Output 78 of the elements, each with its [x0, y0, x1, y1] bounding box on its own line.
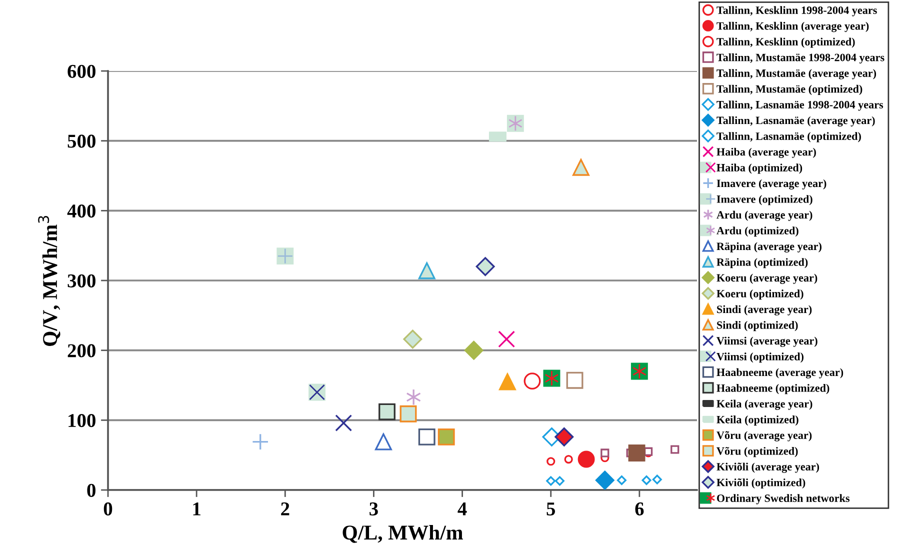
legend-label: Tallinn, Mustamäe (average year) — [716, 69, 876, 80]
legend-label: Imavere (average year) — [716, 179, 826, 190]
y-tick-label: 500 — [68, 134, 96, 148]
legend-label: Tallinn, Kesklinn (average year) — [716, 22, 869, 32]
point — [564, 454, 573, 464]
y-tick-label: 600 — [68, 64, 96, 78]
point — [418, 428, 436, 446]
point — [670, 445, 680, 454]
legend-label: Koeru (average year) — [716, 274, 818, 284]
legend-label: Tallinn, Mustamäe (optimized) — [716, 84, 862, 95]
legend-label: Tallinn, Kesklinn (optimized) — [716, 38, 855, 48]
point — [628, 444, 646, 462]
point — [578, 450, 595, 468]
point — [554, 476, 564, 486]
legend-label: Tallinn, Kesklinn 1998-2004 years — [716, 6, 877, 16]
y-axis-title: Q/V, MWh/m$^{3}$ — [38, 216, 60, 346]
point — [642, 475, 652, 485]
point — [418, 262, 436, 280]
y-tick-label: 100 — [68, 414, 96, 428]
legend-label: Räpina (optimized) — [716, 258, 808, 268]
legend-label: Keila (optimized) — [716, 416, 798, 426]
y-tick-label: 200 — [68, 344, 96, 358]
legend-label: Haabneeme (optimized) — [716, 384, 830, 394]
point — [572, 158, 590, 176]
point — [438, 428, 455, 446]
point — [464, 340, 484, 360]
legend-label: Sindi (optimized) — [717, 321, 798, 332]
legend-label: Ardu (optimized) — [716, 226, 798, 237]
legend-label: Võru (average year) — [716, 431, 812, 442]
legend-label: Viimsi (average year) — [716, 336, 818, 347]
legend-label: Koeru (optimized) — [716, 290, 804, 300]
point — [546, 476, 556, 486]
legend-label: Kiviõli (optimized) — [716, 478, 806, 489]
point — [616, 475, 626, 485]
legend-label: Keila (average year) — [716, 400, 812, 410]
legend-label: Haiba (optimized) — [716, 164, 802, 174]
legend-label: Kiviõli (average year) — [716, 462, 820, 473]
point — [378, 403, 396, 420]
x-axis-title: Q/L, MWh/m — [342, 524, 463, 543]
x-tick-label: 2 — [281, 502, 290, 516]
x-tick-label: 5 — [546, 502, 556, 516]
legend-label: Viimsi (optimized) — [716, 352, 804, 363]
legend-label: Ordinary Swedish networks — [716, 494, 850, 504]
point — [498, 330, 516, 348]
legend-label: Tallinn, Mustamäe 1998-2004 years — [716, 53, 884, 64]
x-tick-label: 6 — [635, 502, 644, 516]
legend-label: Tallinn, Lasnamäe 1998-2004 years — [716, 100, 884, 111]
x-tick-label: 4 — [458, 502, 467, 516]
x-tick-label: 3 — [370, 502, 378, 516]
legend-label: Haiba (average year) — [716, 148, 816, 158]
legend-label: Sindi (average year) — [717, 305, 812, 316]
legend-label: Haabneeme (average year) — [716, 368, 844, 378]
x-tick-label: 0 — [104, 502, 112, 516]
point — [554, 427, 574, 446]
point — [335, 414, 352, 432]
point — [566, 372, 584, 389]
x-tick-label: 1 — [193, 502, 200, 516]
point — [498, 373, 516, 390]
y-tick-label: 300 — [68, 274, 96, 288]
point — [524, 372, 541, 390]
legend-label: Tallinn, Lasnamäe (average year) — [716, 116, 875, 127]
legend-label: Ardu (average year) — [716, 210, 812, 221]
point — [374, 433, 392, 450]
point — [600, 448, 610, 458]
point — [406, 388, 422, 406]
point — [252, 433, 269, 450]
point — [400, 405, 417, 422]
y-tick-label: 400 — [67, 204, 96, 218]
legend-label: Imavere (optimized) — [716, 195, 812, 206]
legend-label: Võru (optimized) — [716, 446, 798, 458]
point — [652, 474, 662, 484]
legend-label: Räpina (average year) — [716, 242, 822, 252]
point — [403, 330, 422, 349]
point — [476, 257, 495, 276]
point — [546, 457, 556, 466]
legend-label: Tallinn, Lasnamäe (optimized) — [716, 132, 861, 142]
point — [595, 470, 614, 490]
y-tick-label: 0 — [87, 484, 96, 497]
